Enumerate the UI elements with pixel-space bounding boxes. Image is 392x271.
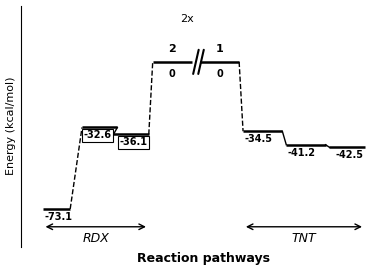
Text: 0: 0: [216, 69, 223, 79]
Text: TNT: TNT: [292, 232, 316, 245]
Text: RDX: RDX: [82, 232, 109, 245]
Text: -73.1: -73.1: [44, 212, 72, 222]
Y-axis label: Energy (kcal/mol): Energy (kcal/mol): [5, 77, 16, 175]
Text: 1: 1: [216, 44, 223, 54]
Text: 0: 0: [169, 69, 176, 79]
Text: -34.5: -34.5: [245, 134, 272, 144]
Text: 2x: 2x: [180, 14, 194, 24]
Text: -41.2: -41.2: [288, 148, 316, 158]
X-axis label: Reaction pathways: Reaction pathways: [137, 253, 270, 265]
Text: -42.5: -42.5: [335, 150, 363, 160]
Text: -32.6: -32.6: [83, 130, 112, 140]
Text: -36.1: -36.1: [119, 137, 147, 147]
Text: 2: 2: [169, 44, 176, 54]
